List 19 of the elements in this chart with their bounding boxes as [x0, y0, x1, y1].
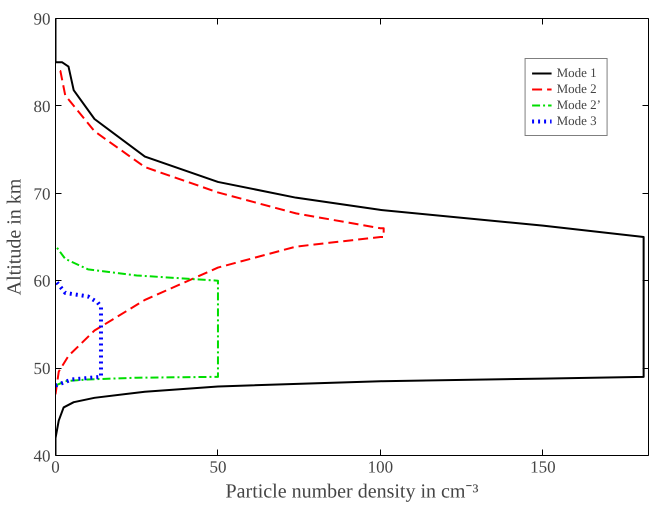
x-tick-label: 150	[530, 458, 556, 476]
legend-label: Mode 2	[556, 81, 597, 97]
line-series	[56, 70, 385, 396]
y-tick-label: 90	[34, 10, 50, 28]
y-tick-label: 40	[34, 446, 50, 466]
y-axis-title: Altitude in km	[4, 178, 26, 296]
x-axis-title: Particle number density in cm⁻³	[226, 480, 478, 502]
legend-label: Mode 1	[556, 65, 597, 81]
y-tick-label: 80	[34, 96, 50, 116]
x-tick-label: 0	[51, 458, 60, 476]
y-tick-label: 60	[34, 272, 50, 291]
legend-label: Mode 2’	[556, 97, 601, 113]
y-tick-label: 70	[34, 184, 50, 204]
x-tick-label: 100	[368, 458, 394, 476]
x-tick-label: 50	[209, 458, 226, 476]
legend-label: Mode 3	[556, 113, 597, 129]
y-tick-label: 50	[34, 359, 50, 378]
line-series	[56, 244, 219, 387]
line-series	[56, 278, 103, 388]
